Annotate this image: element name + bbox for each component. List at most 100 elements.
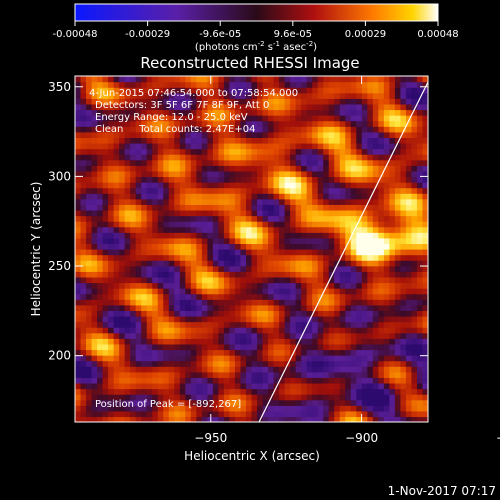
heatmap-cell xyxy=(91,98,98,105)
heatmap-cell xyxy=(108,154,115,161)
heatmap-cell xyxy=(102,237,109,245)
heatmap-cell xyxy=(251,271,258,278)
heatmap-cell xyxy=(339,394,346,401)
heatmap-cell xyxy=(157,321,164,328)
heatmap-cell xyxy=(108,76,115,83)
heatmap-cell xyxy=(108,388,115,395)
heatmap-cell xyxy=(262,187,269,194)
heatmap-cell xyxy=(279,388,286,395)
heatmap-cell xyxy=(141,243,148,250)
heatmap-cell xyxy=(383,349,390,356)
heatmap-cell xyxy=(223,209,231,217)
heatmap-cell xyxy=(75,165,82,172)
heatmap-cell xyxy=(86,142,93,150)
heatmap-cell xyxy=(190,260,197,267)
heatmap-cell xyxy=(328,416,335,422)
heatmap-cell xyxy=(268,137,275,144)
heatmap-cell xyxy=(367,366,374,373)
heatmap-cell xyxy=(168,98,175,105)
heatmap-cell xyxy=(279,98,286,105)
heatmap-cell xyxy=(130,232,137,239)
heatmap-cell xyxy=(86,371,93,378)
heatmap-cell xyxy=(234,226,242,233)
heatmap-cell xyxy=(383,126,390,133)
heatmap-cell xyxy=(378,81,385,88)
heatmap-cell xyxy=(416,265,424,272)
heatmap-cell xyxy=(190,293,197,300)
heatmap-cell xyxy=(295,98,302,105)
heatmap-cell xyxy=(334,221,341,228)
heatmap-cell xyxy=(394,98,402,105)
heatmap-cell xyxy=(251,293,258,300)
heatmap-cell xyxy=(141,98,148,105)
heatmap-cell xyxy=(295,154,302,161)
heatmap-cell xyxy=(146,103,153,111)
heatmap-cell xyxy=(306,98,313,105)
heatmap-cell xyxy=(306,366,313,373)
heatmap-cell xyxy=(268,260,275,267)
heatmap-cell xyxy=(201,137,208,144)
heatmap-cell xyxy=(268,355,275,362)
heatmap-cell xyxy=(212,276,220,284)
heatmap-cell xyxy=(400,388,407,395)
heatmap-cell xyxy=(345,243,352,250)
heatmap-cell xyxy=(361,254,368,261)
heatmap-cell xyxy=(179,276,186,284)
heatmap-cell xyxy=(334,377,341,384)
heatmap-cell xyxy=(317,360,324,367)
heatmap-cell xyxy=(295,349,302,356)
heatmap-cell xyxy=(113,338,120,345)
heatmap-cell xyxy=(141,254,148,261)
heatmap-cell xyxy=(113,276,120,284)
heatmap-cell xyxy=(356,131,363,138)
heatmap-cell xyxy=(207,243,214,250)
heatmap-cell xyxy=(356,332,363,339)
heatmap-cell xyxy=(223,81,231,88)
heatmap-cell xyxy=(350,131,357,138)
heatmap-cell xyxy=(240,209,247,217)
heatmap-cell xyxy=(234,366,242,373)
heatmap-cell xyxy=(416,92,424,99)
heatmap-cell xyxy=(141,198,148,205)
heatmap-cell xyxy=(400,131,407,138)
heatmap-cell xyxy=(130,388,137,395)
heatmap-cell xyxy=(124,154,131,161)
heatmap-cell xyxy=(422,148,428,155)
heatmap-cell xyxy=(422,142,428,150)
annotation-total-counts: Clean Total counts: 2.47E+04 xyxy=(95,124,255,135)
heatmap-cell xyxy=(185,81,192,88)
heatmap-cell xyxy=(251,176,258,183)
heatmap-cell xyxy=(317,416,324,422)
heatmap-cell xyxy=(317,226,324,233)
heatmap-cell xyxy=(416,237,424,245)
heatmap-cell xyxy=(91,399,98,406)
heatmap-cell xyxy=(234,126,242,133)
heatmap-cell xyxy=(185,282,192,289)
heatmap-cell xyxy=(179,243,186,250)
heatmap-cell xyxy=(356,204,363,211)
heatmap-cell xyxy=(124,237,131,245)
heatmap-cell xyxy=(212,282,220,289)
heatmap-cell xyxy=(86,310,93,317)
heatmap-cell xyxy=(323,204,330,211)
x-tick-label: −850 xyxy=(496,431,500,445)
heatmap-cell xyxy=(262,271,269,278)
heatmap-cell xyxy=(350,282,357,289)
heatmap-cell xyxy=(174,159,181,166)
heatmap-cell xyxy=(334,103,341,111)
heatmap-cell xyxy=(113,148,120,155)
heatmap-cell xyxy=(97,327,104,334)
heatmap-cell xyxy=(361,265,368,272)
heatmap-cell xyxy=(361,198,368,205)
heatmap-cell xyxy=(201,165,208,172)
heatmap-cell xyxy=(196,304,203,311)
heatmap-cell xyxy=(405,221,413,228)
heatmap-cell xyxy=(185,332,192,339)
heatmap-cell xyxy=(207,176,214,183)
heatmap-cell xyxy=(411,232,418,239)
heatmap-cell xyxy=(229,349,236,356)
heatmap-cell xyxy=(284,377,291,384)
heatmap-cell xyxy=(251,154,258,161)
heatmap-cell xyxy=(141,109,148,116)
heatmap-cell xyxy=(367,321,374,328)
